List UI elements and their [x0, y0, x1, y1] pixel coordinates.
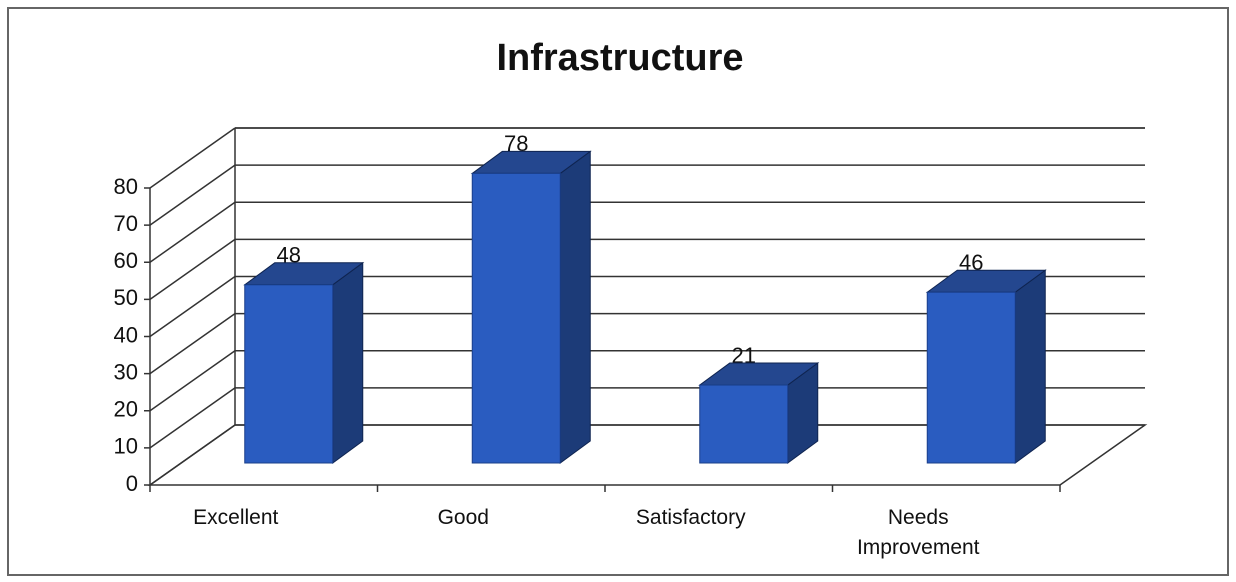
y-tick-label: 70 [114, 211, 138, 236]
grid-line-side [149, 424, 236, 486]
grid-line-side [149, 387, 236, 449]
bar-side [1014, 269, 1046, 464]
x-tick-label: Good [437, 506, 489, 529]
y-tick-label: 0 [126, 471, 138, 496]
x-tick-label: Satisfactory [635, 506, 746, 529]
y-tick-label: 20 [114, 397, 138, 422]
grid-line-side [149, 238, 236, 300]
bar [471, 172, 561, 464]
y-tick-label: 10 [114, 434, 138, 459]
grid-line-side [149, 313, 236, 375]
x-tick-label: Excellent [193, 506, 279, 529]
bar [926, 291, 1016, 464]
y-tick-label: 30 [114, 359, 138, 384]
bar [699, 384, 789, 464]
chart-border [7, 7, 1229, 576]
grid-line-side [149, 275, 236, 338]
y-tick-label: 50 [114, 285, 138, 310]
chart-title: Infrastructure [496, 37, 743, 79]
y-tick-label: 40 [114, 322, 138, 347]
grid-line-side [149, 201, 236, 263]
bar-side [332, 261, 364, 464]
grid-line-side [149, 164, 236, 226]
grid-line-side [149, 127, 236, 189]
grid-line-side [149, 350, 236, 412]
y-tick-label: 60 [114, 248, 138, 273]
bar [244, 284, 334, 464]
y-tick-label: 80 [114, 174, 138, 199]
x-tick-label: Needs Improvement [856, 506, 980, 559]
bar-side [559, 150, 591, 464]
